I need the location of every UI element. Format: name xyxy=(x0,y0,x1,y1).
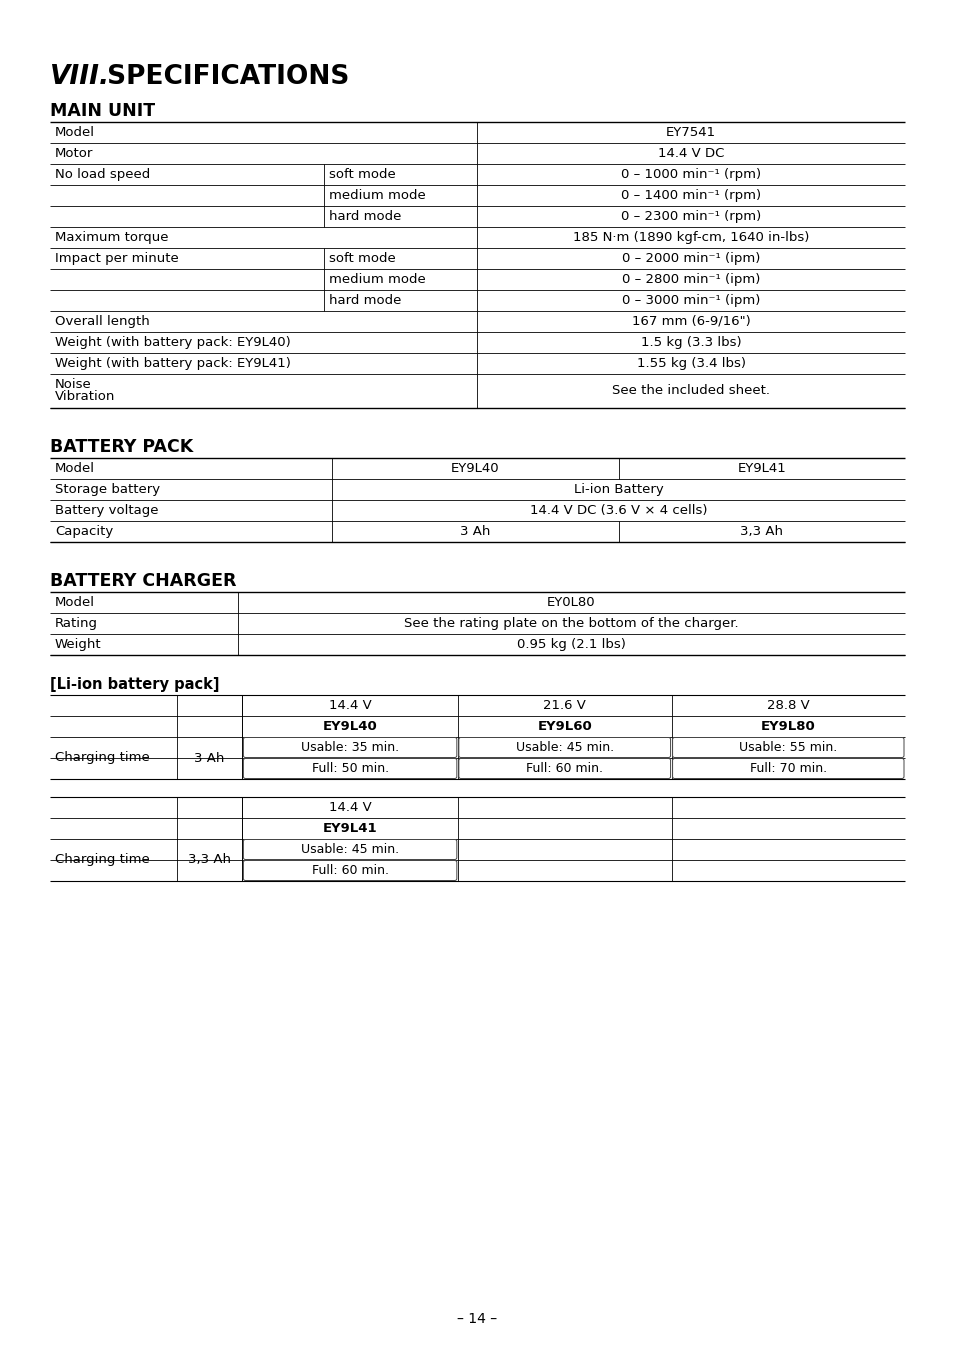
Text: Charging time: Charging time xyxy=(55,751,150,765)
Text: Full: 60 min.: Full: 60 min. xyxy=(526,762,602,774)
FancyBboxPatch shape xyxy=(458,738,670,757)
Text: 0 – 1000 min⁻¹ (rpm): 0 – 1000 min⁻¹ (rpm) xyxy=(620,168,760,181)
Text: EY7541: EY7541 xyxy=(665,126,716,139)
Text: [Li-ion battery pack]: [Li-ion battery pack] xyxy=(50,677,219,692)
Text: 0 – 2800 min⁻¹ (ipm): 0 – 2800 min⁻¹ (ipm) xyxy=(621,274,760,286)
Text: 167 mm (6-9/16"): 167 mm (6-9/16") xyxy=(631,315,750,328)
Text: See the included sheet.: See the included sheet. xyxy=(612,385,769,398)
Text: 0 – 3000 min⁻¹ (ipm): 0 – 3000 min⁻¹ (ipm) xyxy=(621,294,760,307)
Text: 14.4 V DC: 14.4 V DC xyxy=(658,148,723,160)
Text: EY0L80: EY0L80 xyxy=(547,596,596,609)
Text: 21.6 V: 21.6 V xyxy=(542,699,585,712)
FancyBboxPatch shape xyxy=(672,758,903,779)
Text: Maximum torque: Maximum torque xyxy=(55,232,169,244)
Text: Storage battery: Storage battery xyxy=(55,483,160,496)
Text: 0 – 2300 min⁻¹ (rpm): 0 – 2300 min⁻¹ (rpm) xyxy=(620,210,760,223)
Text: Model: Model xyxy=(55,126,95,139)
Text: 14.4 V DC (3.6 V × 4 cells): 14.4 V DC (3.6 V × 4 cells) xyxy=(529,504,706,517)
Text: Usable: 45 min.: Usable: 45 min. xyxy=(516,741,613,754)
FancyBboxPatch shape xyxy=(243,758,456,779)
FancyBboxPatch shape xyxy=(458,758,670,779)
Text: Vibration: Vibration xyxy=(55,390,115,403)
Text: 0.95 kg (2.1 lbs): 0.95 kg (2.1 lbs) xyxy=(517,638,625,651)
Text: Impact per minute: Impact per minute xyxy=(55,252,178,265)
Text: Usable: 45 min.: Usable: 45 min. xyxy=(301,844,398,856)
Text: 3 Ah: 3 Ah xyxy=(194,751,224,765)
Text: Usable: 35 min.: Usable: 35 min. xyxy=(301,741,398,754)
Text: 1.5 kg (3.3 lbs): 1.5 kg (3.3 lbs) xyxy=(640,336,740,349)
Text: Model: Model xyxy=(55,462,95,475)
Text: EY9L40: EY9L40 xyxy=(322,720,377,733)
Text: Overall length: Overall length xyxy=(55,315,150,328)
Text: Weight (with battery pack: EY9L40): Weight (with battery pack: EY9L40) xyxy=(55,336,291,349)
Text: hard mode: hard mode xyxy=(328,294,400,307)
Text: EY9L41: EY9L41 xyxy=(322,822,377,835)
Text: 14.4 V: 14.4 V xyxy=(329,699,371,712)
Text: hard mode: hard mode xyxy=(328,210,400,223)
Text: Usable: 55 min.: Usable: 55 min. xyxy=(739,741,837,754)
FancyBboxPatch shape xyxy=(243,839,456,860)
Text: BATTERY PACK: BATTERY PACK xyxy=(50,437,193,456)
Text: Full: 70 min.: Full: 70 min. xyxy=(749,762,826,774)
Text: Li-ion Battery: Li-ion Battery xyxy=(573,483,662,496)
Text: Rating: Rating xyxy=(55,617,98,630)
Text: EY9L40: EY9L40 xyxy=(451,462,499,475)
Text: EY9L41: EY9L41 xyxy=(737,462,785,475)
FancyBboxPatch shape xyxy=(672,738,903,757)
Text: 28.8 V: 28.8 V xyxy=(766,699,809,712)
Text: No load speed: No load speed xyxy=(55,168,150,181)
Text: MAIN UNIT: MAIN UNIT xyxy=(50,102,155,121)
Text: EY9L60: EY9L60 xyxy=(537,720,592,733)
Text: soft mode: soft mode xyxy=(328,168,395,181)
Text: 0 – 1400 min⁻¹ (rpm): 0 – 1400 min⁻¹ (rpm) xyxy=(620,190,760,202)
Text: Weight: Weight xyxy=(55,638,102,651)
Text: BATTERY CHARGER: BATTERY CHARGER xyxy=(50,571,236,590)
Text: 3,3 Ah: 3,3 Ah xyxy=(188,853,231,867)
Text: Motor: Motor xyxy=(55,148,93,160)
Text: soft mode: soft mode xyxy=(328,252,395,265)
Text: medium mode: medium mode xyxy=(328,190,425,202)
Text: Weight (with battery pack: EY9L41): Weight (with battery pack: EY9L41) xyxy=(55,357,291,370)
Text: SPECIFICATIONS: SPECIFICATIONS xyxy=(98,64,349,89)
Text: Full: 60 min.: Full: 60 min. xyxy=(312,864,388,877)
Text: 185 N·m (1890 kgf-cm, 1640 in-lbs): 185 N·m (1890 kgf-cm, 1640 in-lbs) xyxy=(573,232,808,244)
Text: 3 Ah: 3 Ah xyxy=(459,525,490,538)
Text: Charging time: Charging time xyxy=(55,853,150,867)
Text: See the rating plate on the bottom of the charger.: See the rating plate on the bottom of th… xyxy=(404,617,738,630)
Text: medium mode: medium mode xyxy=(328,274,425,286)
Text: Capacity: Capacity xyxy=(55,525,113,538)
Text: 1.55 kg (3.4 lbs): 1.55 kg (3.4 lbs) xyxy=(636,357,745,370)
Text: Model: Model xyxy=(55,596,95,609)
FancyBboxPatch shape xyxy=(243,738,456,757)
Text: Noise: Noise xyxy=(55,378,91,391)
Text: 3,3 Ah: 3,3 Ah xyxy=(740,525,782,538)
Text: VIII.: VIII. xyxy=(50,64,110,89)
FancyBboxPatch shape xyxy=(243,861,456,880)
Text: 14.4 V: 14.4 V xyxy=(329,802,371,814)
Text: 0 – 2000 min⁻¹ (ipm): 0 – 2000 min⁻¹ (ipm) xyxy=(621,252,760,265)
Text: Battery voltage: Battery voltage xyxy=(55,504,158,517)
Text: – 14 –: – 14 – xyxy=(456,1312,497,1326)
Text: Full: 50 min.: Full: 50 min. xyxy=(312,762,388,774)
Text: EY9L80: EY9L80 xyxy=(760,720,815,733)
